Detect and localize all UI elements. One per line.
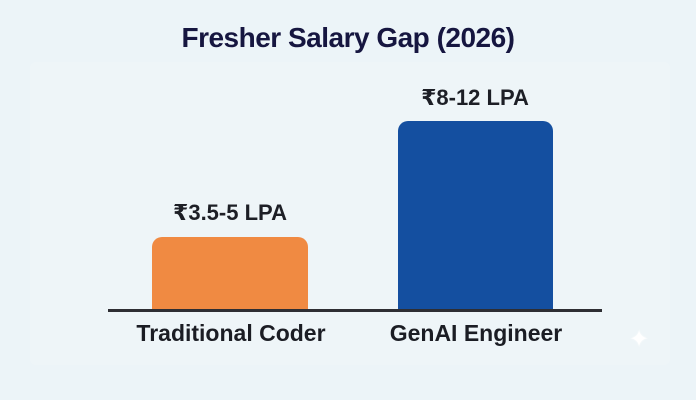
value-label-traditional-coder: ₹3.5-5 LPA bbox=[173, 200, 287, 225]
chart-title: Fresher Salary Gap (2026) bbox=[181, 22, 515, 53]
category-label-traditional-coder: Traditional Coder bbox=[136, 320, 326, 346]
bar-traditional-coder bbox=[152, 237, 308, 311]
x-axis-line bbox=[108, 309, 602, 312]
category-label-genai-engineer: GenAI Engineer bbox=[389, 320, 563, 346]
value-label-genai-engineer: ₹8-12 LPA bbox=[421, 85, 529, 110]
sparkle-icon: ✦ bbox=[628, 326, 650, 353]
chart-panel bbox=[30, 62, 670, 365]
bar-genai-engineer bbox=[398, 121, 553, 311]
